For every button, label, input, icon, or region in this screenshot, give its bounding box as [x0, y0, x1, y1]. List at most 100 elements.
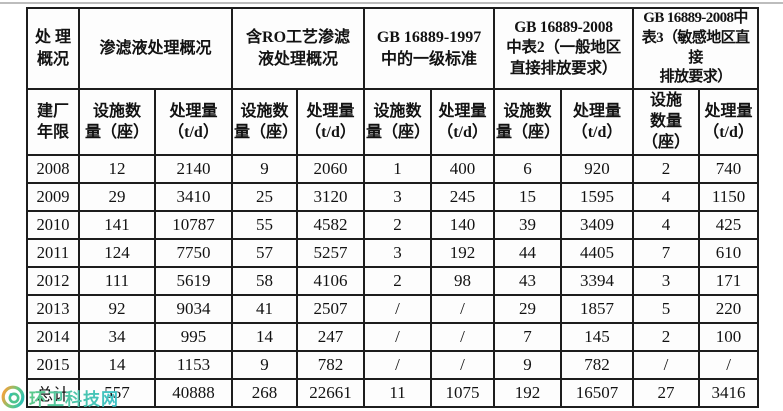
value-cell: 141 [78, 209, 156, 240]
group-header-0: 渗滤液处理概况 [77, 6, 234, 91]
row-axis-header-year-built: 建厂 年限 [26, 88, 80, 156]
value-cell: 3410 [153, 181, 234, 212]
value-cell: 400 [430, 153, 496, 184]
value-cell: 610 [698, 237, 760, 268]
value-cell: 29 [78, 181, 156, 212]
value-cell: 171 [698, 265, 760, 296]
value-cell: 29 [493, 293, 563, 324]
table-row-2011: 2011 124 7750 57 5257 3 192 44 4405 7 610 [26, 237, 760, 268]
value-cell: 57 [231, 237, 299, 268]
value-cell: 2 [363, 265, 433, 296]
value-cell: 9 [493, 349, 563, 380]
value-cell: 5619 [153, 265, 234, 296]
value-cell: 2 [363, 209, 433, 240]
value-cell: 58 [231, 265, 299, 296]
value-cell: 2 [632, 153, 701, 184]
value-cell: / [632, 349, 701, 380]
value-cell: 98 [430, 265, 496, 296]
value-cell: 7 [493, 321, 563, 352]
year-cell: 2011 [26, 237, 80, 268]
table-row-2009: 2009 29 3410 25 3120 3 245 15 1595 4 1150 [26, 181, 760, 212]
value-cell: 2 [632, 321, 701, 352]
value-cell: 9 [231, 349, 299, 380]
value-cell: 2060 [296, 153, 366, 184]
year-cell: 2013 [26, 293, 80, 324]
value-cell: 14 [78, 349, 156, 380]
value-cell: 3120 [296, 181, 366, 212]
value-cell: 192 [493, 377, 563, 408]
value-cell: 7 [632, 237, 701, 268]
value-cell: 14 [231, 321, 299, 352]
value-cell: 6 [493, 153, 563, 184]
subheader-facility-count-4: 设施 数量 （座） [632, 88, 701, 156]
value-cell: 5257 [296, 237, 366, 268]
value-cell: 1 [363, 153, 433, 184]
value-cell: 44 [493, 237, 563, 268]
value-cell: 15 [493, 181, 563, 212]
value-cell: 11 [363, 377, 433, 408]
value-cell: 4405 [560, 237, 635, 268]
year-cell: 2008 [26, 153, 80, 184]
year-cell: 2009 [26, 181, 80, 212]
value-cell: 12 [78, 153, 156, 184]
value-cell: 111 [78, 265, 156, 296]
value-cell: 92 [78, 293, 156, 324]
value-cell: 16507 [560, 377, 635, 408]
value-cell: / [698, 349, 760, 380]
value-cell: 34 [78, 321, 156, 352]
table-row-2015: 2015 14 1153 9 782//9 782// [26, 349, 760, 380]
value-cell: 9034 [153, 293, 234, 324]
value-cell: 7750 [153, 237, 234, 268]
value-cell: 425 [698, 209, 760, 240]
value-cell: 124 [78, 237, 156, 268]
value-cell: 782 [296, 349, 366, 380]
subheader-capacity-2: 处理量 （t/d） [430, 88, 496, 156]
year-cell: 2015 [26, 349, 80, 380]
value-cell: 9 [231, 153, 299, 184]
year-cell: 2010 [26, 209, 80, 240]
table-row-2008: 2008 12 2140 9 2060 1 400 6 920 2 740 [26, 153, 760, 184]
value-cell: / [430, 293, 496, 324]
value-cell: 3409 [560, 209, 635, 240]
corner-header-overview: 处 理 概况 [26, 6, 80, 91]
value-cell: 4 [632, 181, 701, 212]
value-cell: 27 [632, 377, 701, 408]
value-cell: 3 [363, 181, 433, 212]
value-cell: 145 [560, 321, 635, 352]
value-cell: / [363, 293, 433, 324]
value-cell: 1150 [698, 181, 760, 212]
value-cell: 3 [363, 237, 433, 268]
value-cell: 220 [698, 293, 760, 324]
group-header-1: 含RO工艺渗滤 液处理概况 [231, 6, 366, 91]
table-row-2014: 2014 34 995 14 247//7 145 2 100 [26, 321, 760, 352]
year-cell: 2014 [26, 321, 80, 352]
group-header-3: GB 16889-2008 中表2（一般地区 直接排放要求） [493, 6, 635, 91]
value-cell: 1595 [560, 181, 635, 212]
value-cell: 4106 [296, 265, 366, 296]
value-cell: 40888 [153, 377, 234, 408]
value-cell: 10787 [153, 209, 234, 240]
value-cell: 192 [430, 237, 496, 268]
value-cell: 25 [231, 181, 299, 212]
value-cell: 4 [632, 209, 701, 240]
value-cell: 2140 [153, 153, 234, 184]
value-cell: 782 [560, 349, 635, 380]
value-cell: 3416 [698, 377, 760, 408]
value-cell: 557 [78, 377, 156, 408]
table-row-2012: 2012 111 5619 58 4106 2 98 43 3394 3 171 [26, 265, 760, 296]
watermark-text: 环卫科技网 [29, 385, 119, 410]
site-logo-icon [1, 385, 25, 409]
group-header-2: GB 16889-1997 中的一级标准 [363, 6, 496, 91]
value-cell: 1075 [430, 377, 496, 408]
table-row-总计: 总计557408882682266111107519216507273416 [26, 377, 760, 408]
value-cell: / [363, 321, 433, 352]
subheader-facility-count-3: 设施数 量（座） [493, 88, 563, 156]
leachate-treatment-table: 处 理 概况 渗滤液处理概况 含RO工艺渗滤 液处理概况 GB 16889-1997 … [26, 6, 760, 408]
value-cell: 140 [430, 209, 496, 240]
value-cell: 43 [493, 265, 563, 296]
table-row-2013: 2013 92 9034 41 2507//29 1857 5 220 [26, 293, 760, 324]
value-cell: 247 [296, 321, 366, 352]
value-cell: 268 [231, 377, 299, 408]
subheader-capacity-1: 处理量 （t/d） [296, 88, 366, 156]
subheader-facility-count-2: 设施数 量（座） [363, 88, 433, 156]
